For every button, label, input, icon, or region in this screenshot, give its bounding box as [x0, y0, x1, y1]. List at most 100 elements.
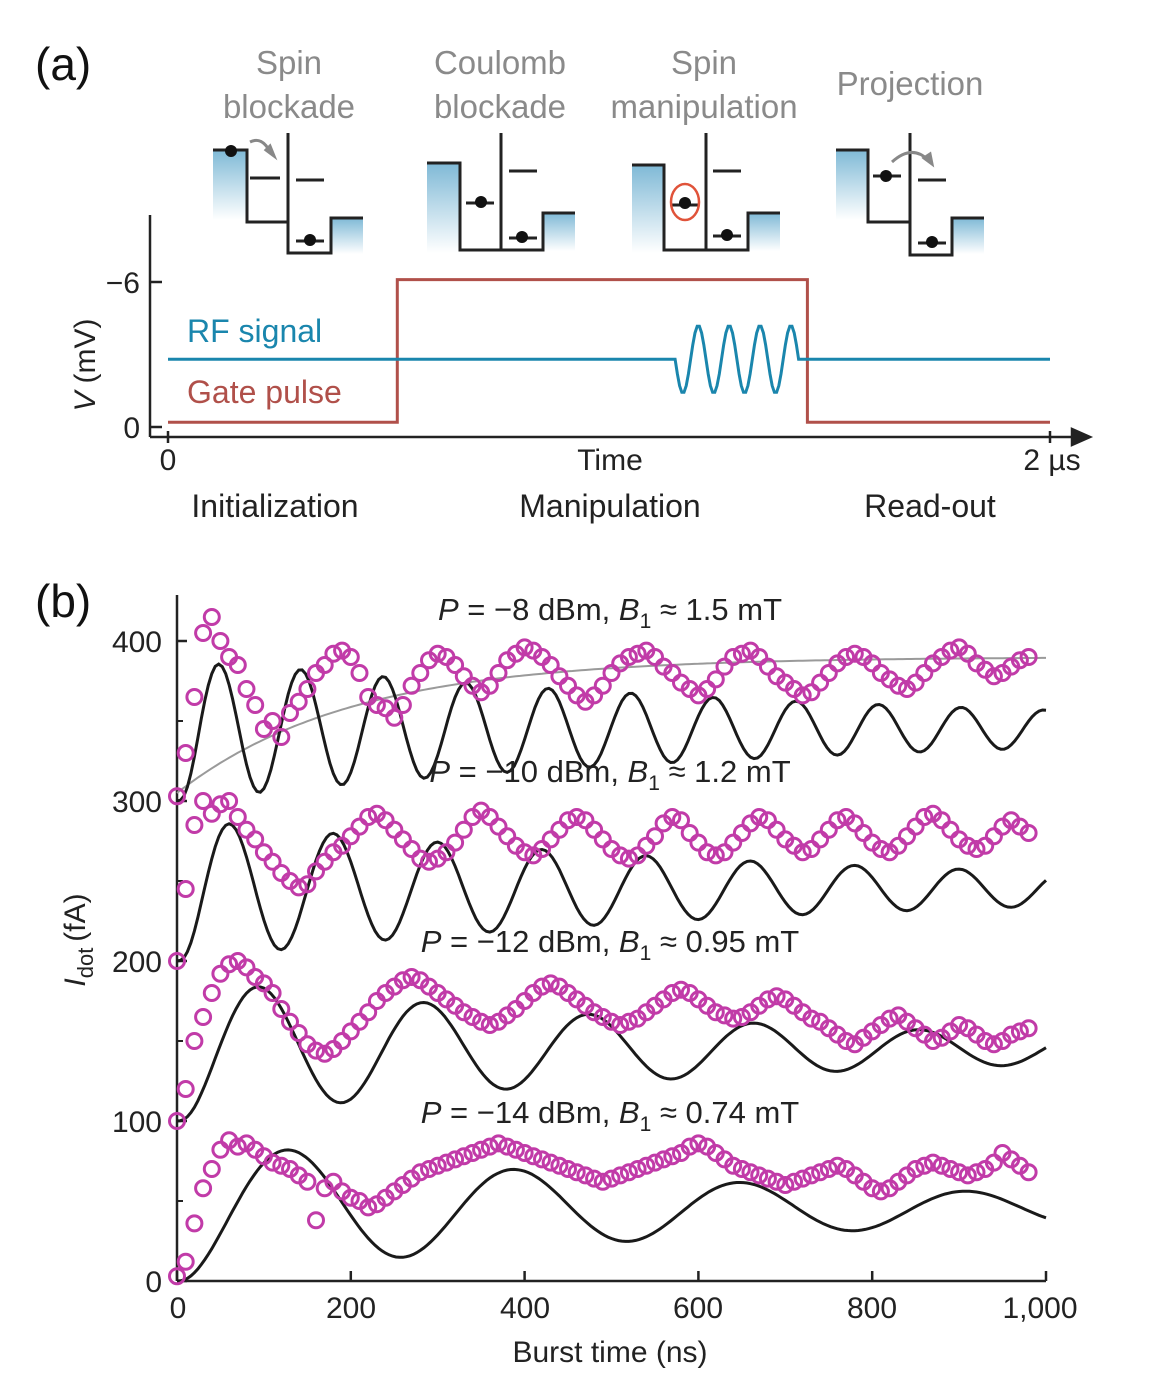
schematic-projection [836, 133, 984, 257]
data-point [724, 833, 743, 852]
data-point [967, 840, 986, 858]
data-point [619, 1163, 638, 1182]
panel-a-axes [148, 215, 1094, 447]
data-point [489, 1134, 508, 1153]
data-point [350, 1012, 369, 1031]
data-point [611, 846, 630, 865]
panel-a-label: (a) [35, 38, 91, 90]
data-point [559, 1160, 577, 1178]
data-point [724, 1156, 743, 1175]
panel-b-xtick-600: 600 [673, 1292, 723, 1325]
data-point [967, 1163, 986, 1182]
data-point [463, 1008, 482, 1026]
data-point [559, 676, 577, 695]
data-point [524, 1147, 543, 1166]
data-point [628, 644, 647, 663]
data-point [576, 1166, 595, 1185]
data-point [211, 1140, 230, 1159]
panel-b-axes [175, 595, 1046, 1283]
data-point [272, 728, 291, 746]
data-point [298, 680, 317, 698]
data-point [272, 1000, 291, 1018]
data-point [715, 657, 734, 676]
data-point [498, 1137, 517, 1156]
data-point [793, 1169, 812, 1188]
data-point [515, 638, 534, 657]
data-point [228, 1137, 247, 1156]
data-point [958, 836, 977, 855]
data-point [819, 1160, 838, 1178]
data-point [750, 1166, 769, 1185]
panel-b-ylabel-symbol: I [59, 978, 92, 986]
panel-b-ytick-0: 0 [145, 1266, 162, 1299]
data-point [202, 608, 221, 626]
data-point [350, 817, 369, 836]
fit-line-3 [176, 1148, 1047, 1283]
data-point [585, 820, 604, 839]
data-point [906, 1160, 925, 1178]
data-point [246, 830, 265, 849]
schematic-labels: Spin blockade Coulomb blockade Spin mani… [223, 44, 983, 125]
data-point [958, 1166, 977, 1185]
legend-rf-signal: RF signal [187, 313, 322, 349]
series-label-p12-p: P [421, 924, 442, 959]
data-point [672, 811, 690, 830]
data-point [341, 648, 360, 666]
data-point [402, 968, 421, 986]
data-point [585, 1003, 604, 1022]
data-point [489, 664, 508, 682]
data-point [194, 792, 213, 810]
data-point [602, 1012, 621, 1031]
data-point [915, 664, 934, 682]
panel-b-xlabel: Burst time (ns) [512, 1336, 707, 1369]
data-point [454, 667, 473, 686]
data-point [767, 987, 786, 1006]
data-point [698, 843, 717, 862]
data-point [428, 1156, 447, 1175]
data-point [480, 676, 499, 695]
series-label-p8: P = −8 dBm, B1 ≈ 1.5 mT [438, 592, 782, 633]
data-point [307, 1211, 325, 1230]
data-point [1019, 1163, 1038, 1182]
data-point [732, 644, 751, 663]
data-point [811, 673, 830, 692]
data-point [480, 1137, 499, 1156]
series-label-p10-b: B [628, 754, 649, 789]
data-point [359, 1003, 378, 1022]
data-point [906, 817, 925, 836]
panel-b-ytick-300: 300 [112, 786, 162, 819]
data-point [541, 974, 560, 993]
data-point [541, 1153, 560, 1172]
data-point [889, 676, 908, 695]
schematic-3-label-line1: Spin [671, 44, 737, 81]
data-point [915, 1156, 934, 1175]
data-point [446, 1150, 465, 1169]
data-point [793, 686, 812, 705]
data-point [689, 1134, 708, 1153]
data-point [298, 1172, 317, 1191]
data-point [454, 1147, 473, 1166]
data-point [741, 1163, 760, 1182]
panel-a-ytick-neg6: −6 [106, 267, 140, 300]
data-point [220, 955, 239, 974]
data-point [446, 656, 465, 674]
data-point [411, 849, 430, 868]
data-point [367, 696, 386, 714]
data-point [828, 811, 847, 830]
data-point [706, 846, 725, 865]
data-point [984, 1035, 1003, 1054]
data-point [819, 820, 838, 839]
data-point [246, 696, 265, 714]
data-point [593, 1008, 612, 1026]
data-point [393, 696, 412, 714]
panel-a-ylabel: V (mV) [69, 319, 102, 412]
data-point [393, 971, 412, 990]
data-point [307, 862, 325, 881]
data-point [811, 830, 830, 849]
panel-b-ylabel-subscript: dot [73, 948, 98, 979]
series-label-p8-p: P [438, 592, 459, 627]
data-point [185, 1032, 204, 1050]
series-label-p10-bsub: 1 [648, 772, 660, 795]
data-point [480, 1016, 499, 1034]
data-point [315, 852, 334, 871]
